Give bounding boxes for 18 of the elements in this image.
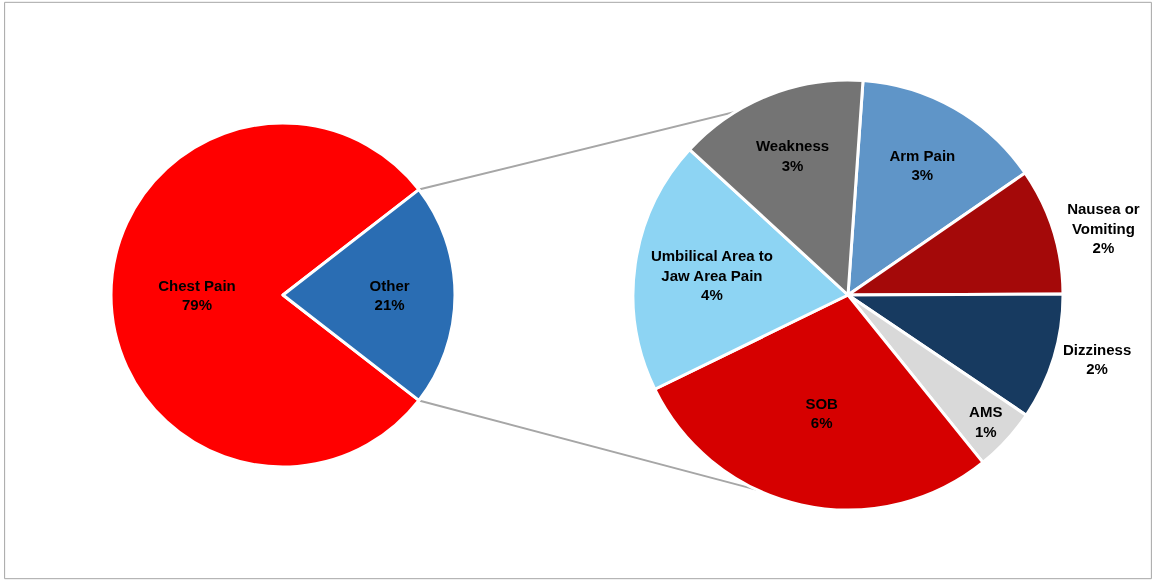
data-label: 21% [374, 296, 405, 314]
slice-label: Nausea or Vomiting [1067, 200, 1140, 237]
data-label: 6% [810, 414, 833, 432]
slice-label: Arm Pain [889, 146, 956, 164]
data-label: 1% [974, 422, 997, 440]
slice-label: Chest Pain [158, 276, 236, 294]
slice-label: Umbilical Area to Jaw Area Pain [650, 247, 773, 284]
slice-label: AMS [969, 403, 1003, 421]
slice-label: Dizziness [1062, 340, 1132, 358]
data-label: 4% [701, 286, 723, 304]
data-label: 2% [1092, 239, 1115, 257]
data-label: 79% [181, 296, 213, 314]
data-label: 3% [781, 156, 804, 174]
slice-label: SOB [805, 394, 839, 412]
data-label: 3% [911, 166, 934, 184]
slice-label: Other [369, 276, 410, 294]
data-label: 2% [1086, 360, 1108, 378]
slice-label: Weakness [755, 137, 830, 155]
